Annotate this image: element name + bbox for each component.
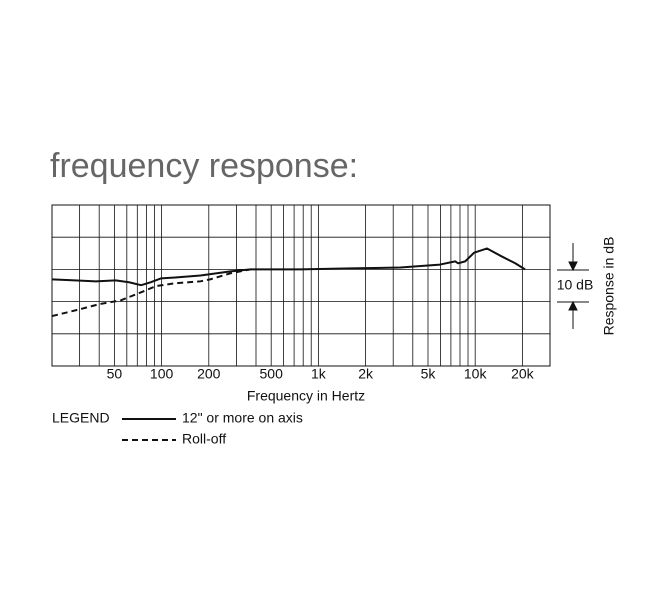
scale-arrows [557,243,589,329]
y-axis-label: Response in dB [601,237,617,336]
x-tick-label: 5k [421,366,437,382]
series-line [51,268,251,318]
plot-frame [51,204,551,367]
x-tick-label: 2k [358,366,374,382]
x-tick-label: 100 [150,366,174,382]
x-tick-label: 200 [197,366,221,382]
arrow-head [568,261,578,272]
legend-title: LEGEND [52,410,110,426]
x-tick-label: 20k [511,366,535,382]
x-tick-label: 10k [464,366,488,382]
x-axis-label: Frequency in Hertz [247,388,365,404]
chart-title: frequency response: [50,147,358,185]
x-tick-label: 1k [311,366,327,382]
legend-label: Roll-off [182,431,226,447]
arrow-head [568,300,578,311]
series-line [51,247,526,287]
x-tick-label: 50 [107,366,123,382]
scale-annotation: 10 dB [557,277,594,293]
x-tick-label: 500 [260,366,284,382]
legend-label: 12" or more on axis [182,410,303,426]
